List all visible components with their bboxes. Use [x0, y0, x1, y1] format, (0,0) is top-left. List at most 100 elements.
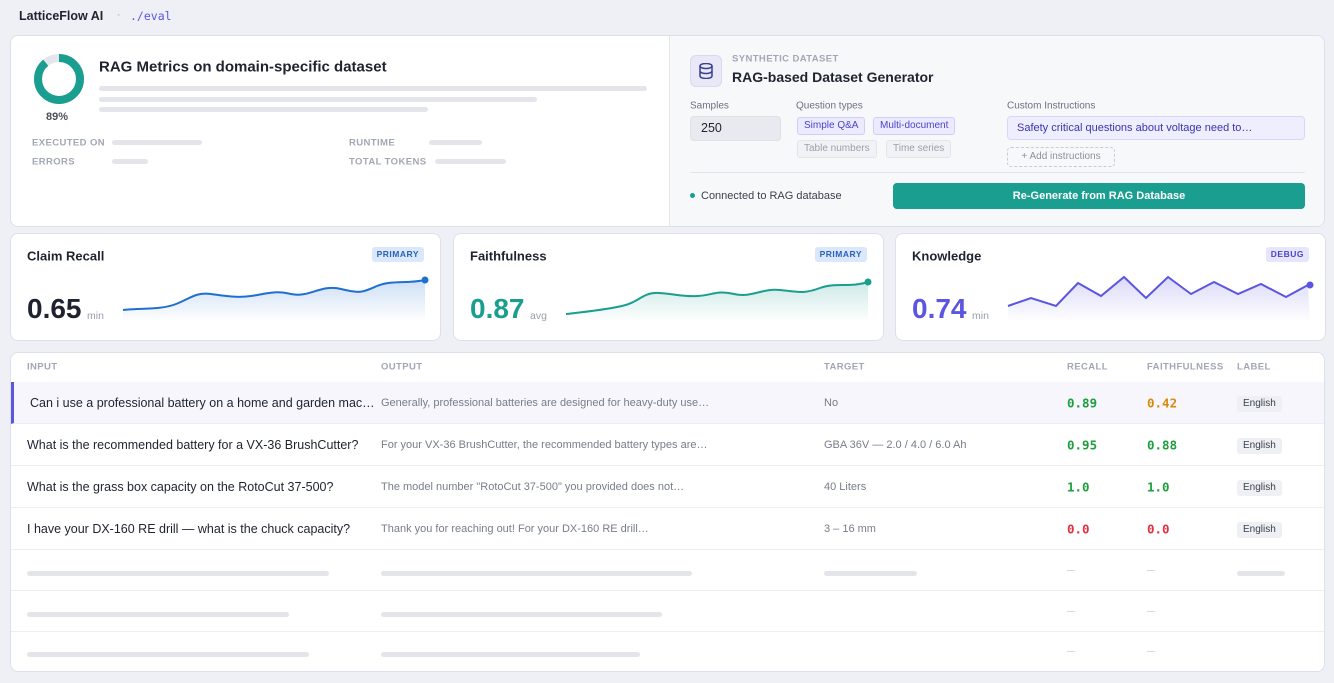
status-dot	[690, 193, 695, 198]
faithfulness-cell: 0.0	[1147, 522, 1170, 537]
field-label: ERRORS	[32, 157, 75, 168]
instructions-label: Custom Instructions	[1007, 101, 1095, 112]
samples-input[interactable]: 250	[690, 116, 781, 141]
placeholder	[112, 159, 148, 164]
placeholder	[99, 86, 647, 91]
separator: ·	[117, 9, 121, 21]
field-label: TOTAL TOKENS	[349, 157, 426, 168]
table-row[interactable]: Can i use a professional battery on a ho…	[11, 382, 1325, 424]
summary-title: RAG Metrics on domain-specific dataset	[99, 59, 387, 76]
column-header: LABEL	[1237, 362, 1271, 373]
placeholder	[27, 612, 289, 617]
placeholder	[435, 159, 506, 164]
placeholder	[1067, 611, 1075, 612]
brand: LatticeFlow AI	[19, 9, 103, 23]
metric-card: FaithfulnessPRIMARY0.87avg	[453, 233, 884, 341]
divider	[690, 172, 1305, 173]
donut	[33, 53, 85, 105]
target-cell: 40 Liters	[824, 481, 866, 493]
faithfulness-cell: 0.42	[1147, 396, 1177, 411]
row-divider	[11, 590, 1325, 591]
question-type-chip[interactable]: Table numbers	[797, 140, 877, 158]
instructions-input[interactable]: Safety critical questions about voltage …	[1007, 116, 1305, 140]
label-chip: English	[1237, 396, 1282, 412]
metric-card: KnowledgeDEBUG0.74min	[895, 233, 1326, 341]
placeholder	[1147, 651, 1155, 652]
row-divider	[11, 631, 1325, 632]
metric-value: 0.87	[470, 293, 525, 325]
field-label: RUNTIME	[349, 138, 395, 149]
target-cell: 3 – 16 mm	[824, 523, 876, 535]
results-table: INPUT OUTPUT TARGET RECALL FAITHFULNESS LABEL…	[10, 352, 1325, 672]
path: ./eval	[130, 9, 172, 23]
question-type-chip[interactable]: Time series	[886, 140, 951, 158]
metric-card: Claim RecallPRIMARY0.65min	[10, 233, 441, 341]
status: Connected to RAG database	[701, 190, 842, 202]
placeholder	[27, 652, 309, 657]
placeholder	[429, 140, 482, 145]
placeholder	[1237, 571, 1285, 576]
placeholder	[99, 97, 537, 102]
table-row[interactable]: What is the grass box capacity on the Ro…	[11, 466, 1325, 508]
score-label: 89%	[46, 111, 68, 123]
question-type-chip[interactable]: Simple Q&A	[797, 117, 865, 135]
input-cell: I have your DX-160 RE drill — what is th…	[27, 522, 350, 536]
samples-label: Samples	[690, 101, 729, 112]
placeholder	[1067, 651, 1075, 652]
recall-cell: 0.89	[1067, 396, 1097, 411]
recall-cell: 0.95	[1067, 438, 1097, 453]
metric-aggregate: min	[87, 310, 104, 322]
column-header: OUTPUT	[381, 362, 422, 373]
input-cell: What is the grass box capacity on the Ro…	[27, 480, 333, 494]
row-divider	[11, 671, 1325, 672]
label-chip: English	[1237, 438, 1282, 454]
generator-title: RAG-based Dataset Generator	[732, 69, 934, 85]
placeholder	[824, 571, 917, 576]
kicker: SYNTHETIC DATASET	[732, 54, 839, 65]
field-label: EXECUTED ON	[32, 138, 105, 149]
sparkline	[11, 234, 442, 342]
output-cell: The model number "RotoCut 37-500" you pr…	[381, 481, 684, 493]
input-cell: What is the recommended battery for a VX…	[27, 438, 358, 452]
column-header: INPUT	[27, 362, 58, 373]
metric-value: 0.74	[912, 293, 967, 325]
table-row[interactable]: I have your DX-160 RE drill — what is th…	[11, 508, 1325, 550]
db-glyph	[699, 63, 713, 79]
placeholder	[112, 140, 202, 145]
metric-aggregate: avg	[530, 310, 547, 322]
recall-cell: 0.0	[1067, 522, 1090, 537]
donut-arc	[38, 58, 80, 100]
column-header: TARGET	[824, 362, 865, 373]
placeholder	[381, 652, 640, 657]
input-cell: Can i use a professional battery on a ho…	[30, 396, 375, 410]
question-type-chip[interactable]: Multi-document	[873, 117, 955, 135]
metric-aggregate: min	[972, 310, 989, 322]
placeholder	[381, 612, 662, 617]
placeholder	[1147, 570, 1155, 571]
question-types-label: Question types	[796, 101, 863, 112]
target-cell: No	[824, 397, 838, 409]
label-chip: English	[1237, 480, 1282, 496]
regenerate-button[interactable]: Re-Generate from RAG Database	[893, 183, 1305, 209]
placeholder	[381, 571, 692, 576]
sparkline	[896, 234, 1327, 342]
add-instructions[interactable]: + Add instructions	[1007, 147, 1115, 167]
sparkline	[454, 234, 885, 342]
placeholder	[1067, 570, 1075, 571]
faithfulness-cell: 1.0	[1147, 480, 1170, 495]
target-cell: GBA 36V — 2.0 / 4.0 / 6.0 Ah	[824, 439, 966, 451]
output-cell: Thank you for reaching out! For your DX-…	[381, 523, 649, 535]
column-header: FAITHFULNESS	[1147, 362, 1224, 373]
output-cell: For your VX-36 BrushCutter, the recommen…	[381, 439, 707, 451]
table-row[interactable]: What is the recommended battery for a VX…	[11, 424, 1325, 466]
output-cell: Generally, professional batteries are de…	[381, 397, 709, 409]
metric-value: 0.65	[27, 293, 82, 325]
placeholder	[27, 571, 329, 576]
placeholder	[1147, 611, 1155, 612]
faithfulness-cell: 0.88	[1147, 438, 1177, 453]
label-chip: English	[1237, 522, 1282, 538]
column-header: RECALL	[1067, 362, 1108, 373]
recall-cell: 1.0	[1067, 480, 1090, 495]
placeholder	[99, 107, 428, 112]
